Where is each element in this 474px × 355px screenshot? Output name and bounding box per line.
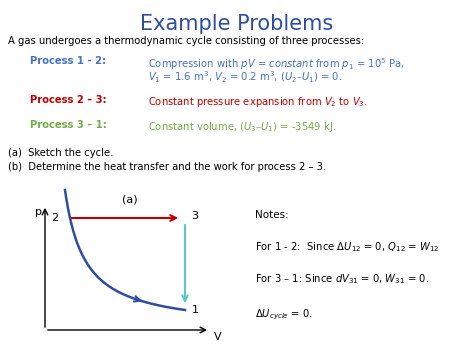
Text: V: V (214, 332, 222, 342)
Text: (a): (a) (122, 195, 138, 205)
Text: Constant pressure expansion from $V_2$ to $V_3$.: Constant pressure expansion from $V_2$ t… (148, 95, 368, 109)
Text: For 3 – 1: Since $dV_{31}$ = 0, $W_{31}$ = 0.: For 3 – 1: Since $dV_{31}$ = 0, $W_{31}$… (255, 272, 429, 286)
Text: Example Problems: Example Problems (140, 14, 334, 34)
Text: $\Delta U_{cycle}$ = 0.: $\Delta U_{cycle}$ = 0. (255, 308, 313, 322)
Text: 3: 3 (191, 211, 199, 221)
Text: 1: 1 (191, 305, 199, 315)
Text: Constant volume, $(U_3–U_1)$ = -3549 kJ.: Constant volume, $(U_3–U_1)$ = -3549 kJ. (148, 120, 337, 134)
Text: (b)  Determine the heat transfer and the work for process 2 – 3.: (b) Determine the heat transfer and the … (8, 162, 326, 172)
Text: 2: 2 (52, 213, 59, 223)
Text: Notes:: Notes: (255, 210, 289, 220)
Text: p: p (36, 207, 43, 217)
Text: Process 1 - 2:: Process 1 - 2: (30, 56, 106, 66)
Text: Process 3 – 1:: Process 3 – 1: (30, 120, 107, 130)
Text: A gas undergoes a thermodynamic cycle consisting of three processes:: A gas undergoes a thermodynamic cycle co… (8, 36, 364, 46)
Text: Compression with $pV$ = $\mathit{constant}$ from $p_1$ = 10$^5$ Pa,: Compression with $pV$ = $\mathit{constan… (148, 56, 405, 72)
Text: Process 2 – 3:: Process 2 – 3: (30, 95, 107, 105)
Text: For 1 - 2:  Since $\Delta U_{12}$ = 0, $Q_{12}$ = $W_{12}$: For 1 - 2: Since $\Delta U_{12}$ = 0, $Q… (255, 240, 439, 254)
Text: $V_1$ = 1.6 m$^3$, $V_2$ = 0.2 m$^3$, $(U_2–U_1)$ = 0.: $V_1$ = 1.6 m$^3$, $V_2$ = 0.2 m$^3$, $(… (148, 70, 342, 86)
Text: (a)  Sketch the cycle.: (a) Sketch the cycle. (8, 148, 113, 158)
